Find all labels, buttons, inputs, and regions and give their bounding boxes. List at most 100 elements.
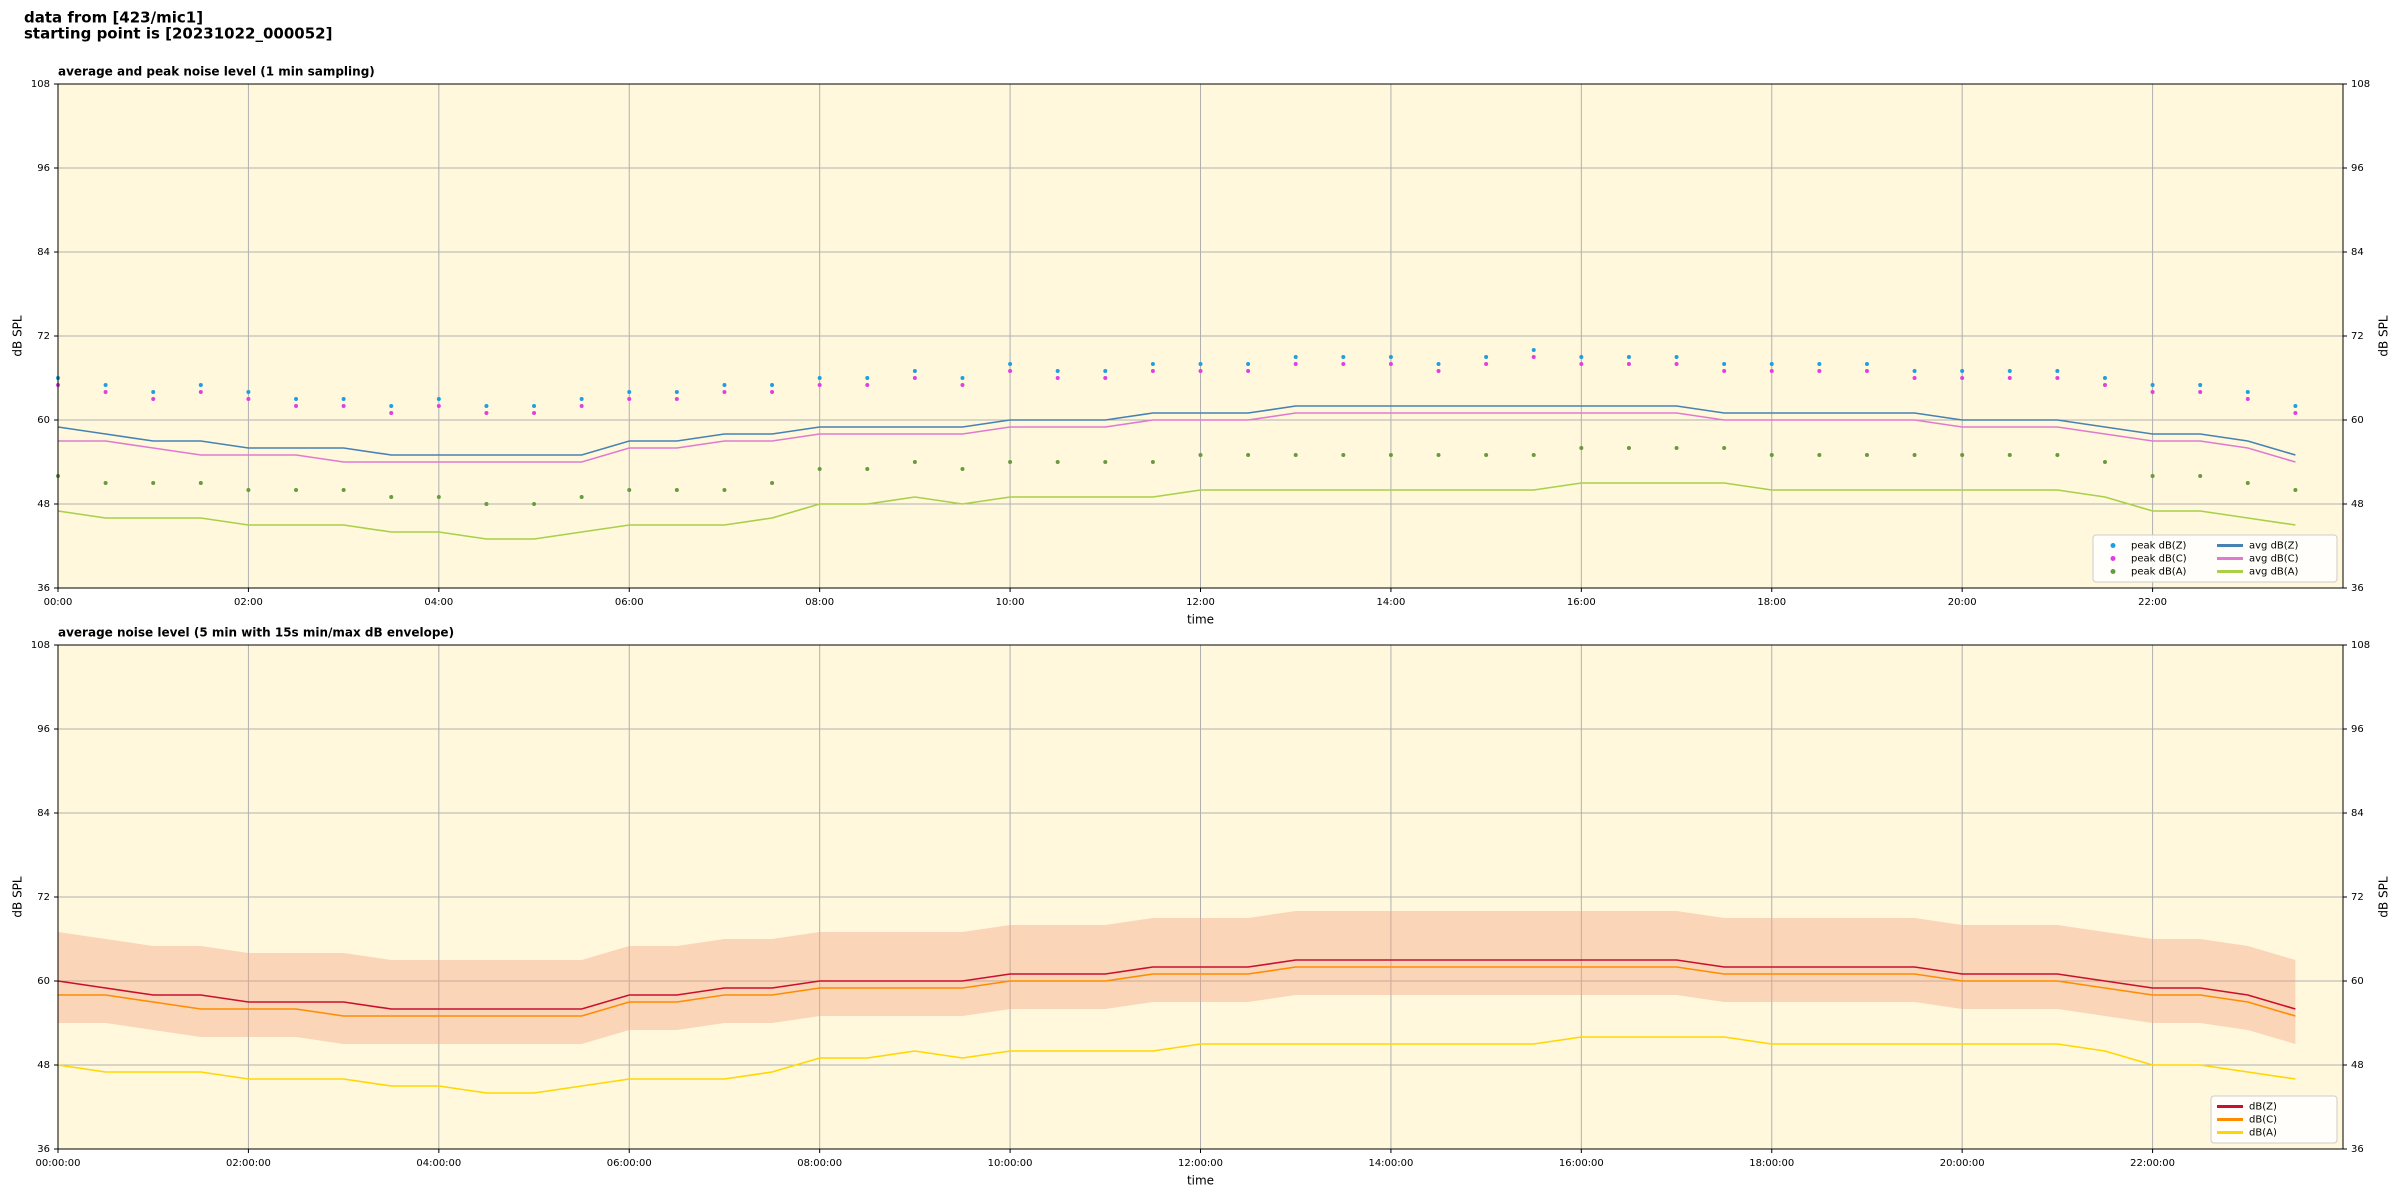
peak-point <box>1531 453 1536 457</box>
peak-point <box>1246 369 1251 373</box>
peak-point <box>294 404 299 408</box>
peak-point <box>1055 376 1060 380</box>
peak-point <box>579 404 584 408</box>
y-axis-label: dB SPL <box>11 876 25 918</box>
x-tick-label: 08:00 <box>805 597 834 608</box>
peak-point <box>1579 446 1584 450</box>
legend-label: dB(Z) <box>2249 1102 2277 1113</box>
peak-point <box>865 383 870 387</box>
peak-point <box>2055 369 2060 373</box>
peak-point <box>1103 376 1108 380</box>
peak-point <box>2245 390 2250 394</box>
y-tick-label: 96 <box>37 724 50 735</box>
y-tick-label-right: 60 <box>2351 415 2364 426</box>
peak-point <box>2198 383 2203 387</box>
x-axis-label: time <box>1187 613 1214 627</box>
peak-point <box>817 383 822 387</box>
legend-label: avg dB(A) <box>2249 567 2299 578</box>
x-tick-label: 18:00:00 <box>1749 1158 1794 1169</box>
peak-point <box>1484 362 1489 366</box>
peak-point <box>246 397 251 401</box>
y-tick-label: 84 <box>37 247 50 258</box>
y-tick-label-right: 48 <box>2351 1060 2364 1071</box>
peak-point <box>1817 453 1822 457</box>
peak-point <box>2007 453 2012 457</box>
peak-point <box>246 390 251 394</box>
y-tick-label: 48 <box>37 1060 50 1071</box>
envelope-band <box>58 911 2296 1044</box>
y-axis-label: dB SPL <box>11 315 25 357</box>
peak-point <box>2102 376 2107 380</box>
peak-point <box>198 481 203 485</box>
legend-box <box>2092 534 2338 583</box>
y-tick-label: 60 <box>37 415 50 426</box>
peak-point <box>2150 474 2155 478</box>
y-tick-label-right: 96 <box>2351 724 2364 735</box>
plot-title: average and peak noise level (1 min samp… <box>58 65 375 79</box>
peak-point <box>532 404 537 408</box>
peak-point <box>1484 355 1489 359</box>
peak-point <box>1817 369 1822 373</box>
series-line <box>58 966 2296 1017</box>
peak-point <box>341 404 346 408</box>
peak-point <box>484 411 489 415</box>
peak-point <box>1198 453 1203 457</box>
peak-point <box>389 495 394 499</box>
peak-point <box>2198 390 2203 394</box>
peak-point <box>960 383 965 387</box>
peak-point <box>198 390 203 394</box>
x-tick-label: 22:00 <box>2138 597 2167 608</box>
peak-point <box>2007 369 2012 373</box>
peak-point <box>1579 362 1584 366</box>
plot-frame <box>57 83 2344 589</box>
peak-point <box>770 383 775 387</box>
peak-point <box>1103 460 1108 464</box>
peak-point <box>2102 383 2107 387</box>
peak-point <box>1436 369 1441 373</box>
peak-point <box>2102 460 2107 464</box>
peak-point <box>1246 362 1251 366</box>
x-tick-label: 08:00:00 <box>797 1158 842 1169</box>
peak-point <box>1293 355 1298 359</box>
peak-point <box>722 383 727 387</box>
peak-point <box>1198 362 1203 366</box>
peak-point <box>912 369 917 373</box>
peak-point <box>1246 453 1251 457</box>
y-tick-label-right: 84 <box>2351 247 2364 258</box>
series-line <box>57 959 2296 1010</box>
peak-point <box>103 383 108 387</box>
x-tick-label: 02:00 <box>234 597 263 608</box>
y-tick-label-right: 72 <box>2351 892 2364 903</box>
x-tick-label: 10:00:00 <box>988 1158 1033 1169</box>
peak-point <box>151 390 156 394</box>
peak-point <box>2055 376 2060 380</box>
x-tick-label: 18:00 <box>1757 597 1786 608</box>
peak-point <box>627 488 632 492</box>
peak-point <box>1008 369 1013 373</box>
x-tick-label: 22:00:00 <box>2130 1158 2175 1169</box>
peak-point <box>2293 488 2298 492</box>
y-tick-label: 48 <box>37 499 50 510</box>
y-tick-label-right: 36 <box>2351 583 2364 594</box>
x-tick-label: 06:00:00 <box>607 1158 652 1169</box>
peak-point <box>1960 453 1965 457</box>
peak-point <box>294 397 299 401</box>
legend-marker <box>2110 569 2116 574</box>
peak-point <box>1769 362 1774 366</box>
series-line <box>57 1036 2296 1094</box>
peak-point <box>2245 397 2250 401</box>
legend-label: peak dB(A) <box>2131 567 2187 578</box>
legend-marker <box>2110 543 2116 548</box>
peak-point <box>1531 355 1536 359</box>
peak-point <box>1388 453 1393 457</box>
peak-point <box>1626 446 1631 450</box>
peak-point <box>294 488 299 492</box>
y-tick-label: 72 <box>37 892 50 903</box>
peak-point <box>674 397 679 401</box>
peak-point <box>1055 460 1060 464</box>
peak-point <box>484 404 489 408</box>
peak-point <box>1674 355 1679 359</box>
x-tick-label: 12:00 <box>1186 597 1215 608</box>
peak-point <box>722 488 727 492</box>
